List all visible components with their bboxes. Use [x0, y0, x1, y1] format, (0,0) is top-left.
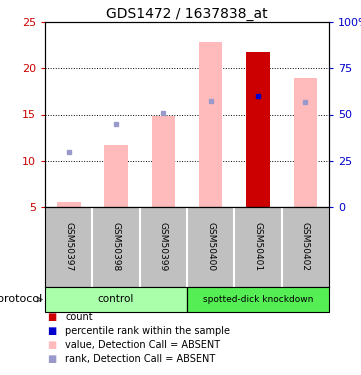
Text: ■: ■ [47, 326, 56, 336]
Text: count: count [65, 312, 93, 322]
Text: ■: ■ [47, 340, 56, 350]
Bar [246, 52, 270, 207]
Text: ■: ■ [47, 312, 56, 322]
Bar [152, 116, 175, 207]
Text: spotted-dick knockdown: spotted-dick knockdown [203, 295, 313, 304]
Text: GSM50402: GSM50402 [301, 222, 310, 272]
Text: value, Detection Call = ABSENT: value, Detection Call = ABSENT [65, 340, 220, 350]
Bar [104, 145, 128, 207]
Text: percentile rank within the sample: percentile rank within the sample [65, 326, 230, 336]
Text: GSM50399: GSM50399 [159, 222, 168, 272]
Text: GSM50401: GSM50401 [253, 222, 262, 272]
Text: GSM50400: GSM50400 [206, 222, 215, 272]
Bar [293, 78, 317, 207]
Title: GDS1472 / 1637838_at: GDS1472 / 1637838_at [106, 7, 268, 21]
Text: GSM50397: GSM50397 [64, 222, 73, 272]
Bar [199, 42, 222, 207]
Bar [45, 287, 187, 312]
Text: ■: ■ [47, 354, 56, 364]
Bar [57, 202, 81, 207]
Text: protocol: protocol [0, 294, 42, 304]
Text: rank, Detection Call = ABSENT: rank, Detection Call = ABSENT [65, 354, 215, 364]
Text: GSM50398: GSM50398 [112, 222, 121, 272]
Bar [187, 287, 329, 312]
Text: control: control [98, 294, 134, 304]
